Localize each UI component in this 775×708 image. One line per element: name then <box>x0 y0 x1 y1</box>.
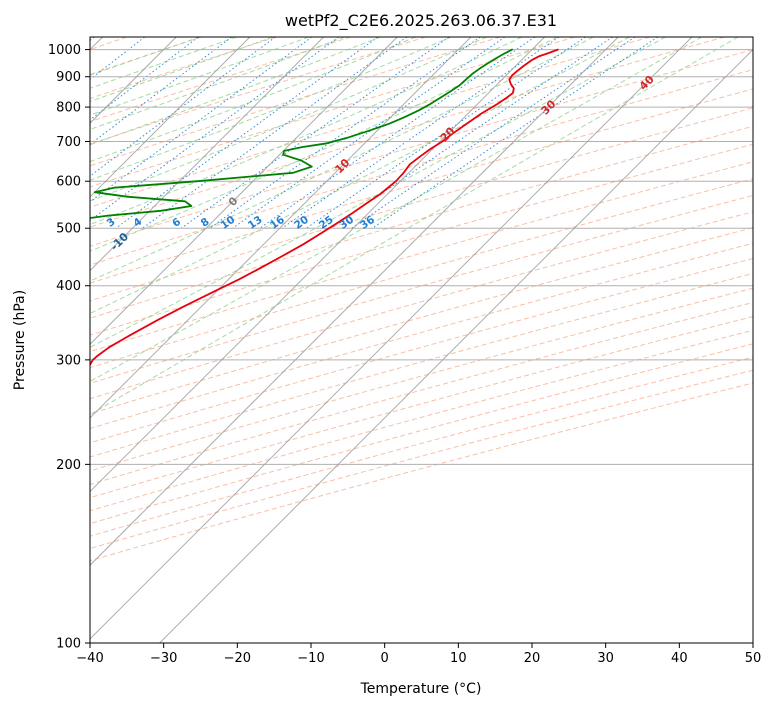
moist-adiabat-line <box>90 37 702 383</box>
moist-adiabat-line <box>90 37 452 181</box>
dry-adiabat-line <box>90 272 753 458</box>
dry-adiabat-line <box>90 369 753 550</box>
mixing-ratio-line <box>209 37 481 229</box>
moist-adiabat-line <box>90 37 594 282</box>
y-tick-label: 1000 <box>48 43 81 58</box>
moist-adiabat-line <box>90 37 345 131</box>
moist-adiabat-line <box>90 37 630 315</box>
x-tick-label: 50 <box>745 651 762 666</box>
dry-adiabat-line <box>90 316 753 499</box>
x-tick-label: 0 <box>381 651 389 666</box>
y-tick-label: 500 <box>56 222 81 237</box>
y-tick-label: 900 <box>56 70 81 85</box>
dry-adiabat-line <box>90 37 351 123</box>
y-tick-label: 800 <box>56 101 81 116</box>
y-tick-label: 700 <box>56 135 81 150</box>
moist-adiabat-line <box>90 37 309 116</box>
dry-adiabat-line <box>90 227 753 415</box>
plot-frame <box>89 36 754 644</box>
mixing-ratio-line <box>181 37 450 229</box>
dry-adiabat-line <box>90 257 753 444</box>
y-axis-ticks: 100 200 300 400 500 600 700 800 900 1000 <box>48 43 90 652</box>
y-tick-label: 100 <box>56 637 81 652</box>
mixing-ratio-line <box>351 37 636 229</box>
dry-adiabat-line <box>90 356 753 537</box>
x-tick-label: −10 <box>297 651 324 666</box>
dry-adiabat-line <box>90 301 753 485</box>
mixing-ratio-line <box>115 37 379 229</box>
dry-adiabat-line <box>90 242 753 429</box>
x-tick-label: 40 <box>671 651 688 666</box>
dry-adiabat-line <box>90 125 753 319</box>
moist-adiabat-line <box>90 37 487 202</box>
y-tick-label: 200 <box>56 458 81 473</box>
y-axis-label: Pressure (hPa) <box>12 290 28 390</box>
mixing-ratio-line <box>330 37 613 229</box>
x-tick-label: 20 <box>524 651 541 666</box>
y-tick-label: 400 <box>56 279 81 294</box>
dry-adiabat-line <box>90 287 753 472</box>
x-tick-label: 30 <box>597 651 614 666</box>
isotherm-gridlines <box>90 37 753 643</box>
x-tick-label: −30 <box>150 651 177 666</box>
isotherm-line <box>90 37 472 419</box>
mixing-ratio-line <box>90 37 199 121</box>
moist-adiabat-line <box>90 37 558 252</box>
moist-adiabat-line <box>90 37 523 226</box>
dry-adiabat-line <box>90 343 753 525</box>
isotherm-line <box>90 37 545 493</box>
isotherm-line <box>159 48 753 643</box>
y-tick-label: 300 <box>56 353 81 368</box>
dry-adiabat-line <box>90 382 753 562</box>
isotherm-line <box>90 37 251 198</box>
isotherm-line <box>90 37 619 566</box>
moist-adiabat-line <box>90 37 739 416</box>
isobar-gridlines <box>90 49 753 643</box>
sounding-profiles <box>90 48 559 367</box>
chart-title: wetPf2_C2E6.2025.263.06.37.E31 <box>285 11 557 31</box>
temperature-profile-line <box>90 48 559 367</box>
mixing-ratio-line <box>90 37 339 222</box>
x-axis-label: Temperature (°C) <box>360 681 482 697</box>
x-axis-ticks: −40 −30 −20 −10 0 10 20 30 40 50 <box>76 643 761 666</box>
x-tick-label: −20 <box>224 651 251 666</box>
dry-adiabat-line <box>90 37 576 188</box>
dry-adiabat-line <box>90 211 753 400</box>
dry-adiabat-line <box>90 329 753 512</box>
dry-adiabat-line <box>90 37 501 167</box>
x-tick-label: −40 <box>76 651 103 666</box>
dry-adiabat-line <box>90 107 753 302</box>
dry-adiabat-line <box>90 69 753 266</box>
mixing-ratio-line <box>281 37 560 229</box>
moist-adiabat-line <box>90 37 416 163</box>
x-tick-label: 10 <box>450 651 467 666</box>
y-tick-label: 600 <box>56 175 81 190</box>
isotherm-line <box>90 37 324 272</box>
isotherm-line <box>90 37 693 640</box>
dry-adiabat-line <box>90 161 753 353</box>
dewpoint-profile-line <box>90 48 513 219</box>
isotherm-line <box>90 37 398 345</box>
dry-adiabat-line <box>90 37 650 208</box>
